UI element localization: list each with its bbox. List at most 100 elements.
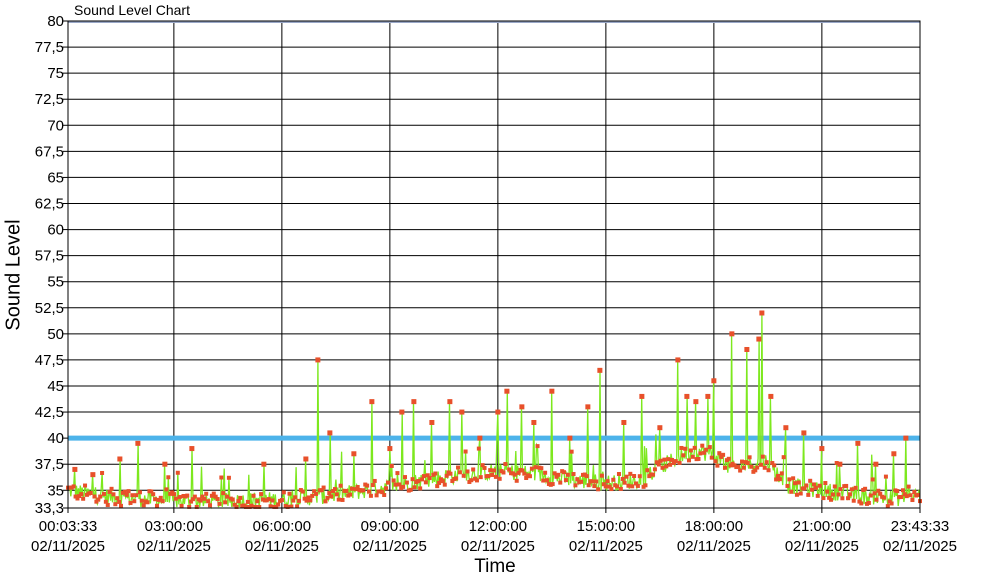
data-point-marker [469, 478, 474, 483]
data-point-marker [522, 471, 527, 476]
data-point-marker [590, 479, 595, 484]
data-point-marker [198, 498, 203, 503]
data-point-marker [900, 488, 905, 493]
data-point-marker [662, 457, 667, 462]
data-point-marker [137, 490, 142, 495]
peak-marker [585, 404, 591, 410]
data-point-marker [787, 477, 792, 482]
data-point-marker [573, 483, 578, 488]
data-point-marker [327, 491, 332, 496]
data-point-marker [615, 484, 620, 489]
data-point-marker [253, 504, 258, 509]
data-point-marker [677, 460, 682, 465]
data-point-marker [721, 452, 726, 457]
data-point-marker [71, 484, 76, 489]
data-point-marker [882, 495, 887, 500]
data-point-marker [209, 493, 214, 498]
data-point-marker [840, 496, 845, 501]
data-point-marker [817, 483, 822, 488]
peak-marker [729, 331, 735, 337]
data-point-marker [175, 470, 180, 475]
y-tick-label: 55 [47, 274, 64, 291]
data-point-marker [257, 504, 262, 509]
data-point-marker [533, 465, 538, 470]
data-point-marker [340, 497, 345, 502]
y-tick-label: 57,5 [35, 248, 64, 265]
data-point-marker [361, 488, 366, 493]
data-point-marker [774, 477, 779, 482]
data-point-marker [726, 456, 731, 461]
x-tick-date-label: 02/11/2025 [137, 538, 211, 555]
data-point-marker [753, 468, 758, 473]
data-point-marker [189, 499, 194, 504]
data-point-marker [798, 491, 803, 496]
data-point-marker [382, 492, 387, 497]
data-point-marker [899, 495, 904, 500]
data-point-marker [673, 459, 678, 464]
data-point-marker [486, 474, 491, 479]
data-point-marker [849, 487, 854, 492]
data-point-marker [100, 470, 105, 475]
x-tick-time-label: 06:00:00 [253, 518, 311, 535]
data-point-marker [117, 499, 122, 504]
data-point-marker [804, 483, 809, 488]
peak-marker [519, 404, 525, 410]
data-point-marker [791, 476, 796, 481]
data-point-marker [666, 457, 671, 462]
peak-marker [837, 461, 843, 467]
data-point-marker [643, 483, 648, 488]
data-point-marker [249, 503, 254, 508]
peak-marker [855, 440, 861, 446]
data-point-marker [412, 485, 417, 490]
data-point-marker [226, 475, 231, 480]
data-point-marker [310, 493, 315, 498]
data-point-marker [274, 504, 279, 509]
data-point-marker [851, 498, 856, 503]
peak-marker [711, 378, 717, 384]
data-point-marker [435, 484, 440, 489]
data-point-marker [437, 480, 442, 485]
data-point-marker [637, 474, 642, 479]
data-point-marker [524, 475, 529, 480]
data-point-marker [762, 465, 767, 470]
data-point-marker [111, 492, 116, 497]
data-point-marker [314, 491, 319, 496]
data-point-marker [482, 465, 487, 470]
peak-marker [459, 409, 465, 415]
y-tick-label: 80 [47, 13, 64, 30]
data-point-marker [611, 477, 616, 482]
data-point-marker [889, 501, 894, 506]
data-point-marker [664, 464, 669, 469]
data-point-marker [628, 471, 633, 476]
data-point-marker [878, 491, 883, 496]
data-point-marker [329, 494, 334, 499]
data-point-marker [395, 471, 400, 476]
data-point-marker [601, 482, 606, 487]
data-point-marker [846, 496, 851, 501]
data-point-marker [385, 480, 390, 485]
peak-marker [549, 388, 555, 394]
data-point-marker [838, 487, 843, 492]
data-point-marker [471, 467, 476, 472]
data-point-marker [906, 484, 911, 489]
data-point-marker [569, 449, 574, 454]
x-tick-date-label: 02/11/2025 [31, 538, 105, 555]
data-point-marker [480, 463, 485, 468]
y-tick-label: 70 [47, 117, 64, 134]
data-point-marker [295, 504, 300, 509]
data-point-marker [874, 497, 879, 502]
data-point-marker [658, 458, 663, 463]
data-point-marker [594, 479, 599, 484]
data-point-marker [692, 445, 697, 450]
data-point-marker [516, 470, 521, 475]
data-point-marker [777, 477, 782, 482]
data-point-marker [410, 477, 415, 482]
data-point-marker [281, 490, 286, 495]
data-point-marker [713, 459, 718, 464]
data-point-marker [698, 451, 703, 456]
y-tick-label: 75 [47, 65, 64, 82]
data-point-marker [190, 497, 195, 502]
data-point-marker [296, 498, 301, 503]
peak-marker [756, 336, 762, 342]
data-point-marker [223, 500, 228, 505]
